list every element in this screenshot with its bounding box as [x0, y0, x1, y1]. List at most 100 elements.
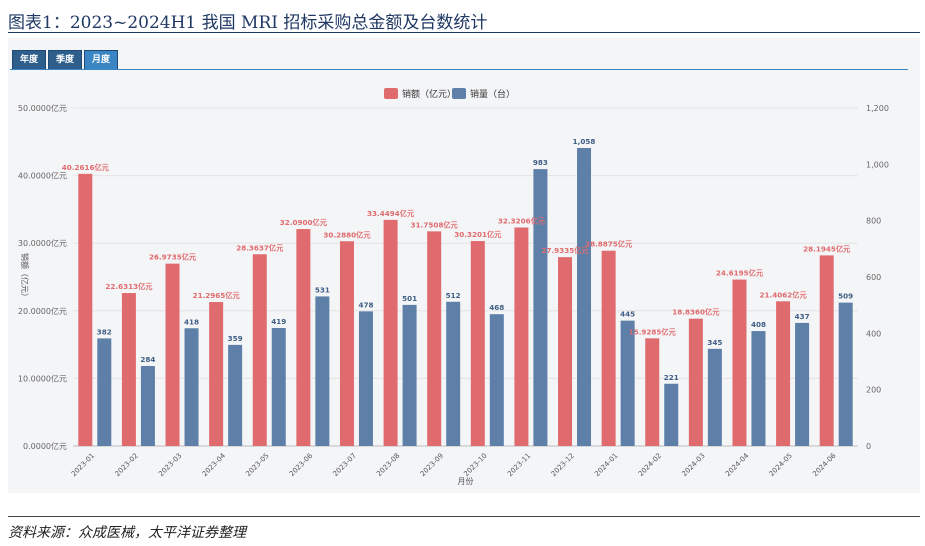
x-tick-label: 2024-04 — [724, 451, 751, 478]
x-tick-label: 2024-05 — [768, 452, 794, 478]
bar-units — [577, 147, 592, 446]
data-label-units: 345 — [707, 338, 722, 347]
legend-swatch-units — [452, 88, 466, 99]
bar-amount — [470, 241, 485, 446]
y2-tick-label: 1,000 — [866, 160, 889, 169]
bar-amount — [121, 293, 136, 446]
source-note: 资料来源：众成医械，太平洋证券整理 — [8, 525, 246, 541]
x-tick-label: 2023-09 — [419, 452, 445, 478]
tab-underline — [10, 69, 908, 70]
bar-amount — [296, 229, 311, 446]
bar-units — [446, 301, 461, 446]
chart-panel — [8, 38, 920, 493]
bar-amount — [339, 241, 354, 446]
bar-amount — [427, 231, 442, 446]
x-tick-label: 2023-03 — [157, 452, 183, 478]
bar-units — [489, 314, 504, 446]
y-axis-title: 销额（亿元） — [20, 253, 30, 301]
data-label-units: 284 — [140, 355, 155, 364]
x-tick-label: 2023-12 — [550, 452, 576, 478]
data-label-amount: 30.2880亿元 — [323, 230, 371, 239]
data-label-amount: 40.2616亿元 — [62, 163, 110, 172]
x-tick-label: 2023-11 — [506, 452, 532, 478]
data-label-amount: 21.4062亿元 — [760, 290, 808, 299]
bar-units — [358, 311, 373, 446]
data-label-amount: 32.3206亿元 — [498, 217, 546, 226]
data-label-amount: 32.0900亿元 — [280, 218, 328, 227]
y-tick-label: 10.0000亿元 — [18, 373, 67, 383]
bar-units — [228, 344, 243, 446]
x-tick-label: 2023-01 — [70, 452, 96, 478]
data-label-units: 468 — [489, 303, 504, 312]
x-tick-label: 2023-07 — [332, 452, 358, 478]
bar-units — [97, 338, 112, 446]
data-label-units: 1,058 — [573, 137, 596, 146]
x-tick-label: 2023-02 — [113, 452, 139, 478]
data-label-amount: 21.2965亿元 — [193, 291, 241, 300]
bar-amount — [558, 257, 573, 446]
bar-units — [838, 302, 853, 446]
x-tick-label: 2024-02 — [637, 452, 663, 478]
source-divider — [8, 516, 920, 517]
data-label-units: 531 — [315, 285, 330, 294]
legend-label-amount: 销额（亿元） — [402, 88, 456, 100]
y2-tick-label: 400 — [866, 329, 881, 338]
x-axis-title: 月份 — [458, 476, 474, 486]
data-label-amount: 33.4494亿元 — [367, 209, 415, 218]
data-label-amount: 31.7508亿元 — [411, 220, 459, 229]
x-tick-label: 2023-10 — [462, 452, 488, 478]
x-tick-label: 2023-08 — [375, 452, 401, 478]
title-divider — [8, 32, 920, 33]
bar-units — [533, 169, 548, 446]
bar-units — [402, 304, 417, 446]
bar-amount — [601, 250, 616, 446]
data-label-amount: 27.9335亿元 — [541, 246, 589, 255]
data-label-amount: 22.6313亿元 — [105, 282, 153, 291]
y-tick-label: 0.0000亿元 — [23, 441, 67, 451]
bar-amount — [383, 219, 398, 446]
data-label-units: 509 — [838, 292, 853, 301]
bar-units — [620, 320, 635, 446]
data-label-units: 512 — [446, 291, 461, 300]
bar-units — [184, 328, 199, 446]
bar-units — [707, 348, 722, 446]
data-label-units: 501 — [402, 294, 417, 303]
data-label-amount: 28.3637亿元 — [236, 243, 284, 252]
tab-month[interactable]: 月度 — [84, 50, 119, 70]
legend-label-units: 销量（台） — [470, 88, 515, 100]
data-label-units: 478 — [358, 300, 373, 309]
bar-units — [664, 383, 679, 446]
data-label-amount: 24.6195亿元 — [716, 269, 764, 278]
bar-amount — [688, 318, 703, 446]
bar-amount — [776, 301, 791, 446]
data-label-units: 382 — [97, 327, 112, 336]
bar-units — [140, 366, 155, 446]
y2-tick-label: 800 — [866, 217, 881, 226]
bar-amount — [209, 302, 224, 446]
bar-amount — [645, 338, 660, 446]
y2-tick-label: 0 — [866, 442, 871, 451]
x-tick-label: 2023-05 — [244, 452, 270, 478]
data-label-units: 445 — [620, 310, 635, 319]
x-tick-label: 2023-04 — [201, 451, 228, 478]
bar-amount — [252, 254, 267, 446]
bar-units — [751, 331, 766, 446]
data-label-units: 359 — [228, 334, 243, 343]
y-tick-label: 20.0000亿元 — [18, 306, 67, 316]
y-tick-label: 30.0000亿元 — [18, 238, 67, 248]
bar-amount — [165, 263, 180, 446]
bar-units — [271, 327, 286, 446]
y-tick-label: 40.0000亿元 — [18, 171, 67, 181]
data-label-units: 419 — [271, 317, 286, 326]
y2-tick-label: 600 — [866, 273, 881, 282]
bar-amount — [819, 255, 834, 446]
data-label-units: 983 — [533, 158, 548, 167]
legend-swatch-amount — [384, 88, 398, 99]
bar-units — [795, 322, 810, 446]
bar-amount — [732, 279, 747, 446]
x-tick-label: 2024-01 — [593, 452, 619, 478]
bar-units — [315, 296, 330, 446]
data-label-units: 437 — [795, 312, 810, 321]
x-tick-label: 2024-03 — [680, 452, 706, 478]
data-label-amount: 28.8875亿元 — [585, 240, 633, 249]
